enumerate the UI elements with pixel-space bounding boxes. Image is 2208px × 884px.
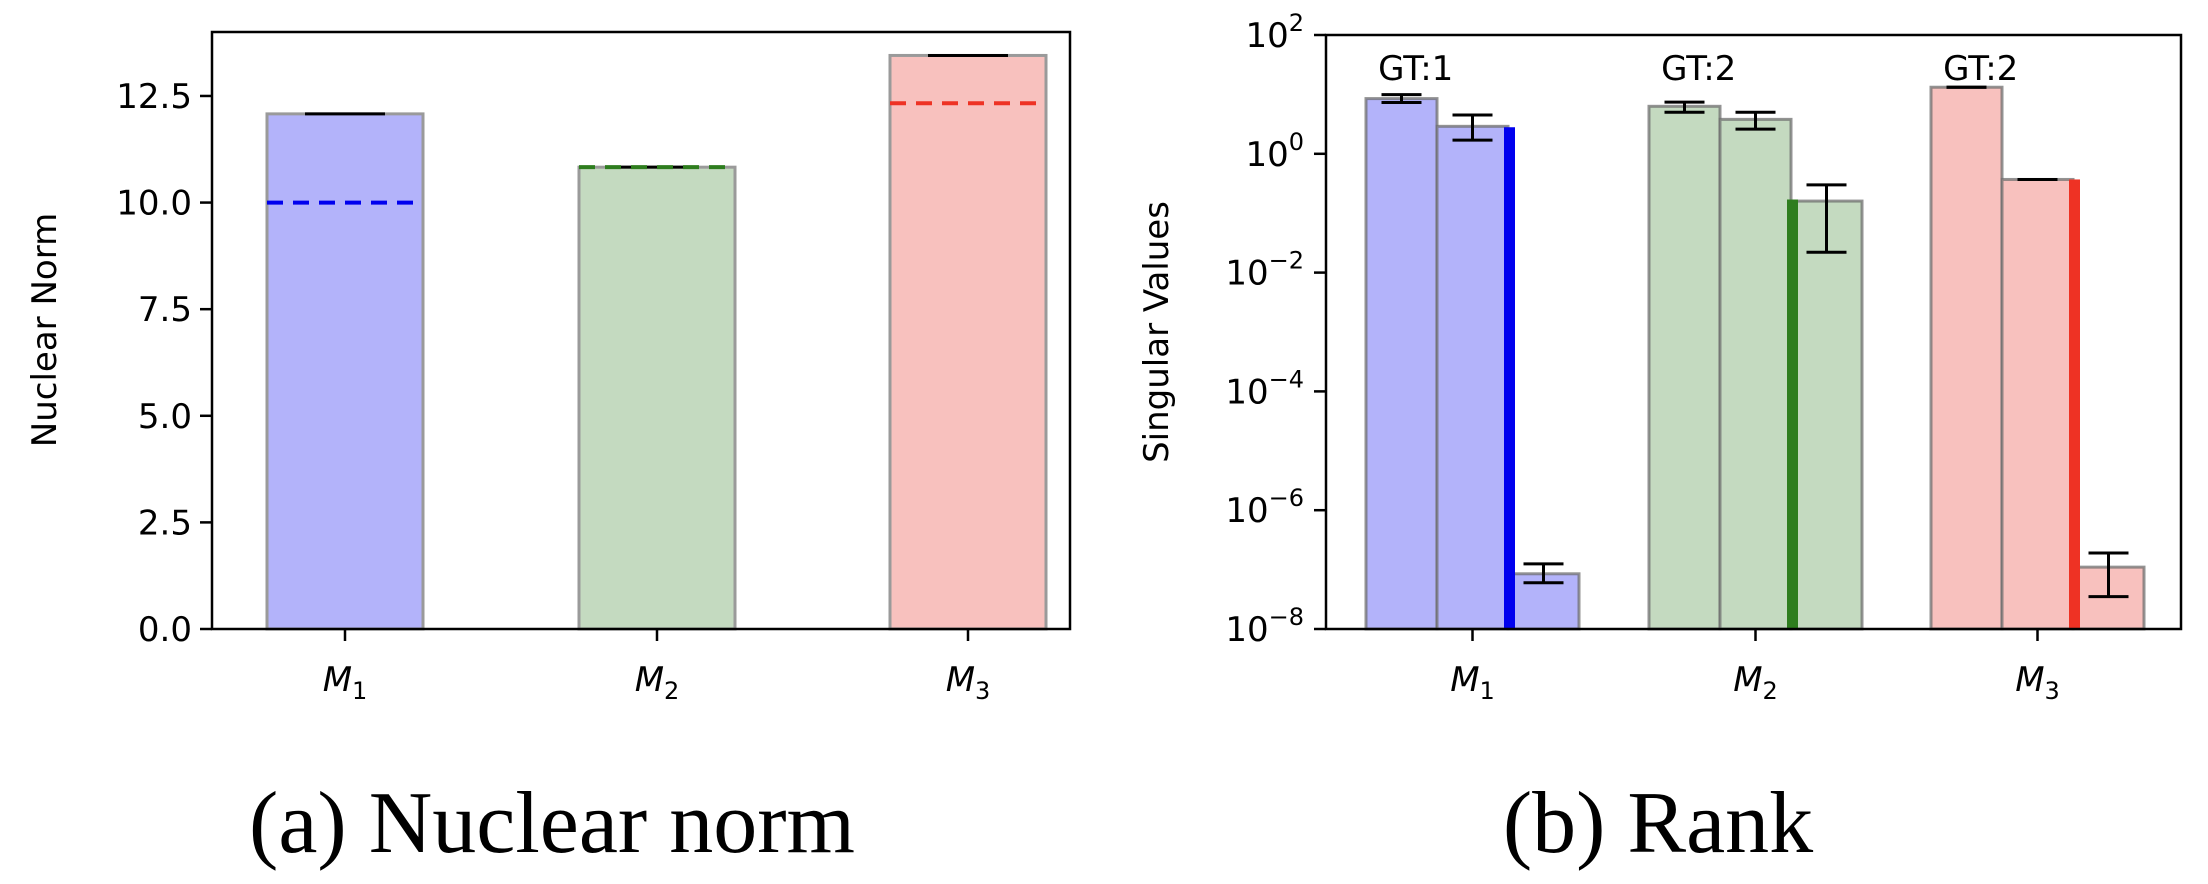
threshold-line-3: [2069, 179, 2080, 629]
y-tick-label: 10−8: [1225, 603, 1304, 650]
gt-annotation-1: GT:1: [1378, 49, 1453, 89]
x-tick-label-sub: 2: [1763, 677, 1778, 705]
bar-g1-1: [1364, 97, 1439, 631]
y-tick-base: 10: [1245, 16, 1288, 56]
x-tick-label-sub: 1: [352, 677, 367, 705]
y-tick-exp: −4: [1269, 365, 1304, 393]
reference-lines: [267, 101, 1046, 205]
x-tick-label-base: M: [2015, 660, 2044, 700]
y-tick-base: 10: [1225, 372, 1268, 412]
plot-frame: [210, 30, 1072, 631]
error-bars: [1381, 85, 2129, 599]
x-tick-label-sub: 3: [975, 677, 990, 705]
x-tick-label: M2: [1733, 660, 1778, 705]
caption-b: (b) Rank: [1503, 775, 1813, 872]
y-tick-label: 10−6: [1225, 484, 1304, 531]
x-tick-label-sub: 2: [664, 677, 679, 705]
x-tick-label: M2: [635, 660, 680, 705]
y-tick-label: 10−2: [1225, 247, 1304, 294]
y-tick-exp: 0: [1289, 128, 1304, 156]
y-tick-base: 10: [1225, 610, 1268, 650]
x-ticks: M1 M2 M3: [1450, 629, 2060, 705]
x-tick-label-base: M: [1733, 660, 1762, 700]
annotations: GT:1 GT:2 GT:2: [1378, 49, 2018, 89]
threshold-line-1: [1504, 127, 1515, 629]
y-tick-label: 7.5: [138, 290, 192, 330]
bar-g1-2: [1435, 124, 1510, 631]
y-tick-base: 10: [1245, 135, 1288, 175]
y-tick-label: 0.0: [138, 610, 192, 650]
y-tick-exp: −6: [1269, 484, 1304, 512]
bar-1: [265, 112, 425, 631]
x-tick-label: M1: [1450, 660, 1495, 705]
y-tick-exp: −2: [1269, 247, 1304, 275]
y-tick-label: 2.5: [138, 503, 192, 543]
gt-annotation-2: GT:2: [1661, 49, 1736, 89]
y-tick-label: 12.5: [116, 77, 192, 117]
bar-2: [577, 165, 737, 631]
bar-g2-2: [1718, 117, 1793, 631]
threshold-lines: [1504, 127, 2080, 629]
x-tick-label-sub: 1: [1480, 677, 1495, 705]
y-ticks: 0.0 2.5 5.0 7.5 10.0 12.5: [116, 77, 212, 650]
y-tick-exp: −8: [1269, 603, 1304, 631]
y-tick-label: 100: [1245, 128, 1304, 175]
x-tick-label: M3: [946, 660, 991, 705]
x-tick-label-base: M: [946, 660, 975, 700]
y-tick-exp: 2: [1289, 9, 1304, 37]
y-tick-label: 10.0: [116, 184, 192, 224]
y-axis-label: Nuclear Norm: [25, 213, 65, 447]
x-tick-label-base: M: [323, 660, 352, 700]
y-tick-label: 102: [1245, 9, 1304, 56]
x-ticks: M1 M2 M3: [323, 629, 991, 705]
x-tick-label-base: M: [635, 660, 664, 700]
x-tick-label: M1: [323, 660, 368, 705]
y-axis-label: Singular Values: [1137, 201, 1177, 463]
plot-frame: [1324, 33, 2183, 631]
bar-g3-1: [1929, 85, 2004, 631]
x-tick-label-sub: 3: [2045, 677, 2060, 705]
x-tick-label-base: M: [1450, 660, 1479, 700]
y-tick-base: 10: [1225, 254, 1268, 294]
bars: [1364, 85, 2146, 631]
gt-annotation-3: GT:2: [1943, 49, 2018, 89]
bar-g2-1: [1647, 104, 1722, 631]
caption-a: (a) Nuclear norm: [249, 775, 855, 872]
x-tick-label: M3: [2015, 660, 2060, 705]
y-tick-label: 10−4: [1225, 365, 1304, 412]
bar-g2-3: [1789, 199, 1864, 631]
bar-g3-2: [2000, 177, 2075, 631]
y-tick-label: 5.0: [138, 397, 192, 437]
bars: [265, 53, 1048, 631]
bar-3: [888, 53, 1048, 631]
y-tick-base: 10: [1225, 491, 1268, 531]
threshold-line-2: [1787, 199, 1798, 629]
panel-nuclear-norm: 0.02.55.07.510.012.5 M1 M2 M3 Nuclear Norm…: [25, 30, 1072, 872]
